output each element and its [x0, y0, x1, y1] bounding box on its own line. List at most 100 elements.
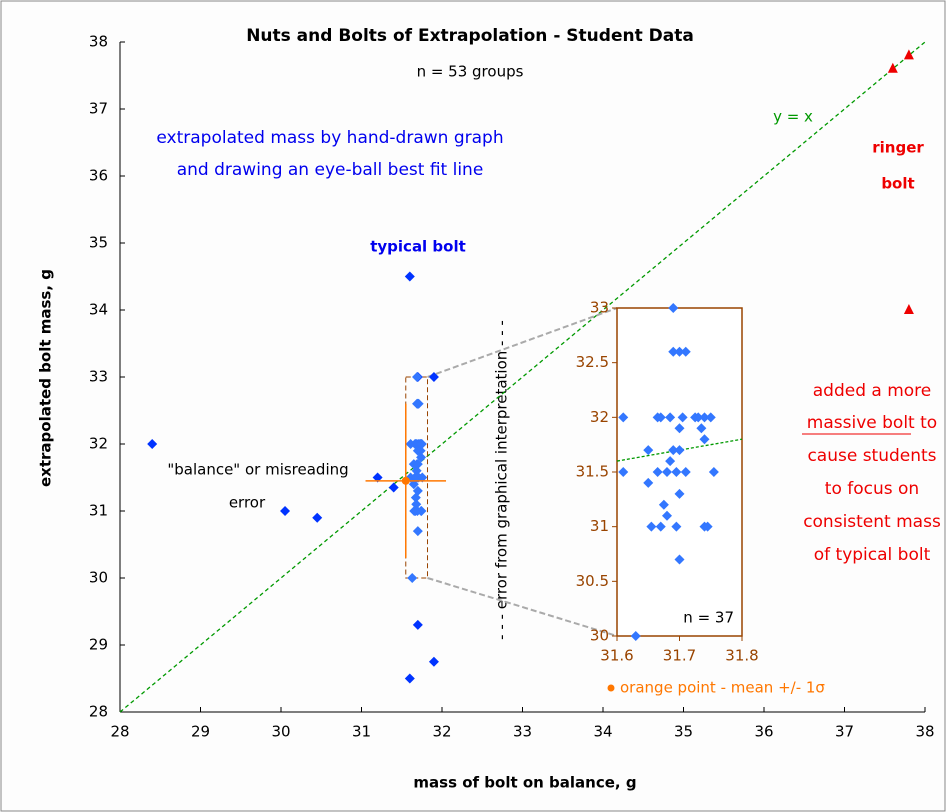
annotation: typical bolt — [370, 238, 466, 256]
annotation: and drawing an eye-ball best fit line — [177, 160, 484, 180]
point — [407, 573, 418, 583]
x-tick-label: 30 — [271, 723, 290, 741]
point — [372, 472, 383, 483]
point — [693, 412, 704, 423]
point — [643, 477, 654, 488]
x-tick-label: 31 — [352, 723, 371, 741]
point — [674, 554, 685, 565]
annotation: "balance" or misreading — [167, 461, 348, 479]
point — [618, 412, 629, 423]
inset-y-tick-label: 31 — [590, 517, 609, 535]
x-tick-label: 32 — [432, 723, 451, 741]
inset-x-tick-label: 31.6 — [600, 647, 633, 665]
connector — [427, 577, 618, 637]
y-tick-label: 37 — [89, 100, 108, 118]
x-tick-label: 34 — [593, 723, 612, 741]
point — [416, 506, 427, 516]
point — [668, 445, 679, 456]
point — [280, 506, 291, 516]
inset-y-tick-label: 30 — [590, 627, 609, 645]
connector — [427, 307, 618, 378]
point — [428, 656, 439, 667]
inset-y-tick-label: 33 — [590, 299, 609, 317]
point — [662, 510, 672, 521]
y-tick-label: 31 — [89, 502, 108, 520]
point — [411, 499, 422, 510]
point — [699, 434, 710, 445]
annotation: - - - error from graphical interpretatio… — [493, 320, 511, 640]
annotation: of typical bolt — [814, 545, 931, 565]
point — [643, 445, 654, 456]
point — [674, 445, 685, 456]
point — [665, 412, 676, 423]
point — [312, 512, 323, 523]
annotation: orange point - mean +/- 1σ — [620, 679, 825, 697]
reference-label: y = x — [773, 108, 813, 126]
point — [668, 346, 679, 357]
point — [705, 412, 716, 423]
legend-dot — [607, 684, 615, 692]
chart-title: Nuts and Bolts of Extrapolation - Studen… — [246, 26, 694, 46]
point — [412, 619, 423, 630]
annotation: error — [229, 494, 266, 512]
point — [671, 467, 682, 477]
point — [903, 49, 914, 60]
point — [412, 526, 423, 537]
point — [404, 271, 415, 282]
point — [668, 303, 679, 313]
y-tick-label: 32 — [89, 435, 108, 453]
point — [674, 423, 685, 434]
annotation: cause students — [807, 446, 936, 466]
point — [662, 467, 672, 477]
annotation: extrapolated mass by hand-drawn graph — [156, 128, 503, 148]
x-tick-label: 38 — [915, 723, 934, 741]
point — [415, 445, 426, 456]
point — [412, 485, 423, 496]
annotation: massive bolt to — [807, 413, 937, 433]
x-tick-label: 37 — [835, 723, 854, 741]
point — [412, 372, 423, 382]
x-tick-label: 33 — [513, 723, 532, 741]
point — [147, 439, 158, 449]
annotation: ringer — [872, 139, 924, 157]
point — [671, 521, 682, 532]
annotation: to focus on — [825, 479, 919, 499]
point — [404, 673, 415, 684]
point — [708, 467, 719, 477]
inset-y-tick-label: 32.5 — [576, 353, 609, 371]
y-tick-label: 33 — [89, 368, 108, 386]
point — [416, 439, 427, 449]
point — [413, 398, 424, 409]
annotation: consistent mass — [803, 512, 941, 532]
point — [658, 499, 669, 510]
point — [699, 412, 710, 423]
inset-reference-line — [616, 438, 743, 462]
point — [630, 631, 641, 641]
inset-label: n = 37 — [683, 609, 734, 627]
x-tick-label: 29 — [191, 723, 210, 741]
inset-y-tick-label: 32 — [590, 408, 609, 426]
y-axis-label: extrapolated bolt mass, g — [37, 269, 55, 487]
point — [887, 62, 898, 73]
y-tick-label: 34 — [89, 301, 108, 319]
y-tick-label: 35 — [89, 234, 108, 252]
point — [646, 521, 657, 532]
point — [428, 372, 439, 382]
point — [696, 423, 707, 434]
y-tick-label: 38 — [89, 33, 108, 51]
point — [674, 346, 685, 357]
point — [665, 456, 676, 467]
point — [655, 412, 666, 423]
point — [416, 452, 427, 463]
subtitle: n = 53 groups — [417, 63, 524, 81]
y-tick-label: 30 — [89, 569, 108, 587]
inset-y-tick-label: 31.5 — [576, 463, 609, 481]
annotation: bolt — [881, 175, 914, 193]
x-tick-label: 28 — [110, 723, 129, 741]
point — [655, 521, 666, 532]
point — [680, 467, 691, 477]
point — [903, 304, 914, 314]
inset-x-tick-label: 31.8 — [725, 647, 758, 665]
y-tick-label: 29 — [89, 636, 108, 654]
annotation: added a more — [813, 381, 932, 401]
